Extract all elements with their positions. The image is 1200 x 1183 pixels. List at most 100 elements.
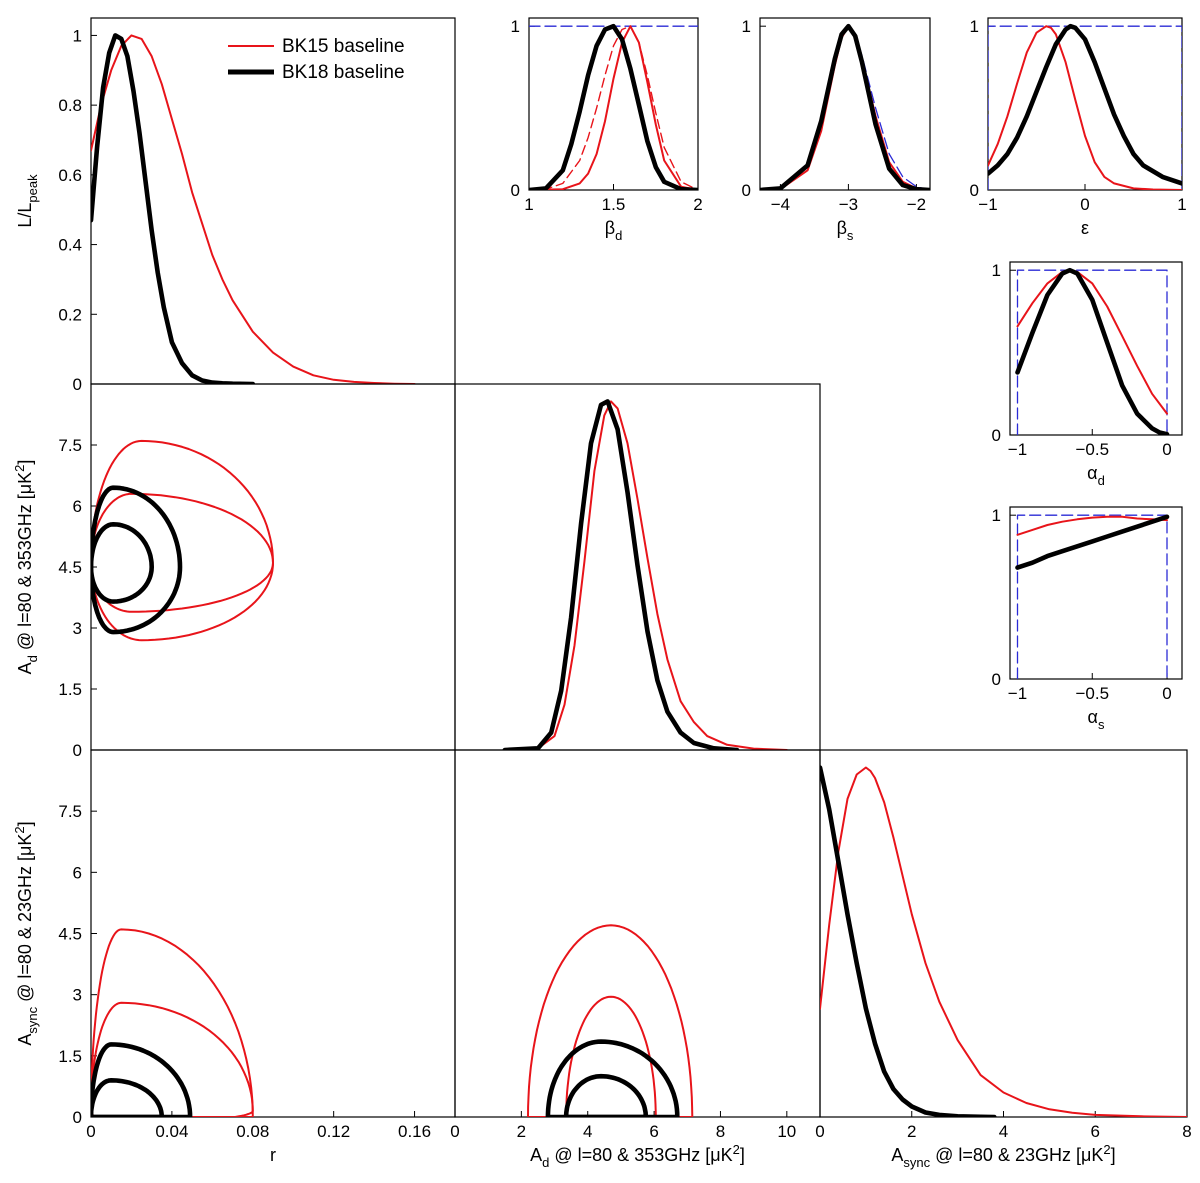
series-line-bk18: [1015, 514, 1170, 570]
x-axis-label: Async @ l=80 & 23GHz [μK2]: [891, 1142, 1115, 1170]
series-line-bk15: [1016, 269, 1168, 415]
series-line-bk18: [529, 23, 698, 190]
y-tick-label: 1: [73, 26, 82, 45]
plot-area: [1015, 514, 1170, 679]
plot-area: [91, 33, 416, 384]
x-tick-label: 0: [1162, 684, 1171, 703]
y-tick-label: 0: [73, 1108, 82, 1127]
series-line-bk18: [760, 23, 930, 190]
y-tick-label: 7.5: [58, 436, 82, 455]
y-tick-label: 4.5: [58, 558, 82, 577]
panel-frame: [1009, 261, 1183, 436]
x-tick-label: 0: [86, 1122, 95, 1141]
series-line-prior: [760, 25, 930, 190]
x-axis-label: αd: [1087, 463, 1105, 488]
y-tick-label: 3: [73, 619, 82, 638]
y-tick-label: 0.2: [58, 305, 82, 324]
plot-area: [988, 23, 1182, 190]
x-tick-label: 1: [524, 195, 533, 214]
legend-label-bk18: BK18 baseline: [282, 62, 405, 83]
contour-bk15: [91, 928, 254, 1117]
contour-bk15: [91, 1001, 254, 1117]
y-tick-label: 3: [73, 986, 82, 1005]
panel-frame: [759, 17, 931, 191]
panel-Async-1d: 0 2 4 6 8 Async @ l=80 & 23GHz [μK2]: [815, 749, 1192, 1170]
series-line-bk15: [1016, 515, 1168, 536]
y-tick-label: 1: [970, 17, 979, 36]
panel-frame: [454, 749, 821, 1118]
y-tick-label: 0: [992, 670, 1001, 689]
panel-Ad-vs-r: 0 1.5 3 4.5 6 7.5 Ad @ l=80 & 353GHz [μK2]: [12, 383, 456, 760]
y-tick-label: 0.4: [58, 236, 82, 255]
x-axis-label: Ad @ l=80 & 353GHz [μK2]: [530, 1142, 745, 1170]
x-axis-label: βs: [837, 218, 854, 243]
panel-Async-vs-Ad: 0 2 4 6 8 10 Ad @ l=80 & 353GHz [μK2]: [450, 749, 821, 1170]
y-tick-label: 1: [511, 17, 520, 36]
contour-bk15: [91, 492, 274, 613]
y-axis-label: Async @ l=80 & 23GHz [μK2]: [12, 821, 40, 1045]
plot-area: [91, 928, 254, 1117]
contour-bk15: [527, 924, 694, 1117]
x-tick-label: 0: [815, 1122, 824, 1141]
y-tick-label: 0: [742, 181, 751, 200]
panel-frame: [819, 749, 1188, 1118]
panel-frame: [1009, 506, 1183, 680]
x-tick-label: 2: [517, 1122, 526, 1141]
x-tick-label: 6: [1091, 1122, 1100, 1141]
y-tick-label: 1.5: [58, 1047, 82, 1066]
plot-area: [502, 399, 788, 750]
y-tick-label: 6: [73, 497, 82, 516]
x-tick-label: 8: [716, 1122, 725, 1141]
x-tick-label: 1: [1177, 195, 1186, 214]
x-tick-label: 0.12: [317, 1122, 350, 1141]
panel-alpha-d: −1 −0.5 0 0 1 αd: [992, 261, 1183, 488]
plot-area: [1015, 267, 1170, 435]
x-tick-label: 10: [777, 1122, 796, 1141]
x-tick-label: −3: [839, 195, 858, 214]
y-tick-label: 0: [970, 181, 979, 200]
y-tick-label: 1: [992, 261, 1001, 280]
x-tick-label: 0.04: [155, 1122, 188, 1141]
series-line-prior: [1016, 514, 1168, 679]
series-line-bk15dash: [529, 25, 698, 190]
contour-bk18: [91, 485, 183, 635]
series-line-bk18: [820, 765, 997, 1117]
y-tick-label: 1.5: [58, 680, 82, 699]
plot-area: [820, 765, 1187, 1117]
contour-bk15: [91, 439, 274, 642]
x-axis-label: ε: [1081, 218, 1089, 238]
series-line-bk18: [988, 23, 1182, 186]
panel-Async-vs-r: 0 0.04 0.08 0.12 0.16 0 1.5 3 4.5 6 7.5 r Async @ l=…: [12, 749, 456, 1165]
x-tick-label: 0.08: [236, 1122, 269, 1141]
x-tick-label: 2: [907, 1122, 916, 1141]
y-tick-label: 0: [992, 426, 1001, 445]
x-axis-label: βd: [605, 218, 623, 243]
x-tick-label: 4: [999, 1122, 1008, 1141]
series-line-bk18: [91, 33, 256, 384]
panel-Ad-1d: [454, 383, 821, 751]
x-tick-label: 0: [1162, 440, 1171, 459]
y-axis-label: Ad @ l=80 & 353GHz [μK2]: [12, 460, 40, 675]
x-tick-label: 8: [1182, 1122, 1191, 1141]
series-line-bk18: [502, 399, 740, 750]
x-tick-label: −0.5: [1075, 684, 1109, 703]
series-line-bk15: [988, 25, 1182, 190]
legend: BK15 baseline BK18 baseline: [228, 36, 405, 83]
series-line-bk15: [91, 34, 416, 384]
panel-beta-s: −4 −3 −2 0 1 βs: [742, 17, 931, 243]
y-tick-label: 0.8: [58, 96, 82, 115]
x-tick-label: −1: [1008, 440, 1027, 459]
y-tick-label: 0: [73, 741, 82, 760]
plot-area: [527, 924, 694, 1117]
panel-alpha-s: −1 −0.5 0 0 1 αs: [992, 506, 1183, 732]
contour-bk18: [563, 1073, 649, 1117]
series-line-bk15: [760, 25, 930, 190]
contour-bk18: [545, 1039, 680, 1117]
x-tick-label: 6: [649, 1122, 658, 1141]
x-tick-label: 4: [583, 1122, 592, 1141]
series-line-bk18: [1015, 267, 1170, 435]
x-tick-label: −0.5: [1075, 440, 1109, 459]
